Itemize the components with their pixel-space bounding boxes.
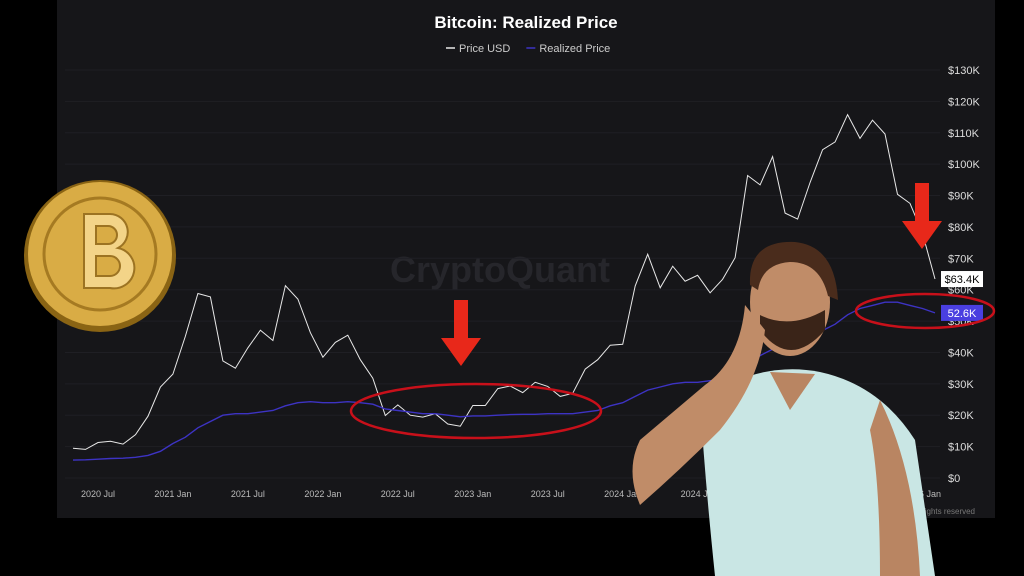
series-line	[72, 113, 936, 450]
x-tick-label: 2022 Jan	[304, 489, 341, 499]
highlight-ellipse	[349, 382, 603, 440]
x-tick-label: 2021 Jan	[154, 489, 191, 499]
hand-arm	[632, 305, 765, 505]
hair	[749, 241, 838, 300]
value-label: 52.6K	[948, 308, 977, 320]
y-tick-label: $100K	[948, 159, 980, 171]
y-tick-label: $120K	[948, 96, 980, 108]
value-label: $63.4K	[945, 274, 981, 286]
y-tick-label: $20K	[948, 410, 974, 422]
y-tick-label: $130K	[948, 65, 980, 77]
x-tick-label: 2024 Jan	[604, 489, 641, 499]
y-tick-label: $90K	[948, 191, 974, 203]
y-tick-label: $10K	[948, 442, 974, 454]
coin-ring	[42, 196, 158, 312]
arm	[870, 400, 920, 576]
chart-title: Bitcoin: Realized Price	[434, 13, 617, 32]
arrow	[902, 183, 942, 249]
arrow	[441, 300, 481, 366]
watermark: CryptoQuant	[390, 249, 610, 290]
x-tick-label: 2020 Jul	[81, 489, 115, 499]
value-label-box	[941, 271, 983, 288]
x-tick-label: 2021 Jul	[231, 489, 265, 499]
y-tick-label: $60K	[948, 285, 974, 297]
x-tick-label: 2024 Jul	[681, 489, 715, 499]
y-tick-label: $70K	[948, 253, 974, 265]
bitcoin-coin	[24, 180, 176, 332]
neck	[770, 372, 815, 410]
y-tick-label: $30K	[948, 379, 974, 391]
legend-label: Realized Price	[539, 43, 610, 55]
y-tick-label: $80K	[948, 222, 974, 234]
legend: Price USD Realized Price	[446, 43, 610, 55]
x-tick-label: 2023 Jul	[531, 489, 565, 499]
person	[632, 241, 935, 576]
x-tick-label: 2022 Jul	[381, 489, 415, 499]
y-tick-label: $40K	[948, 347, 974, 359]
coin-symbol	[83, 213, 136, 290]
value-label-box	[941, 304, 983, 321]
beard	[760, 310, 825, 350]
legend-label: Price USD	[459, 43, 510, 55]
x-tick-label: 2023 Jan	[454, 489, 491, 499]
y-tick-label: $0	[948, 473, 960, 485]
y-tick-label: $110K	[948, 128, 980, 140]
highlight-ellipse	[854, 292, 996, 330]
